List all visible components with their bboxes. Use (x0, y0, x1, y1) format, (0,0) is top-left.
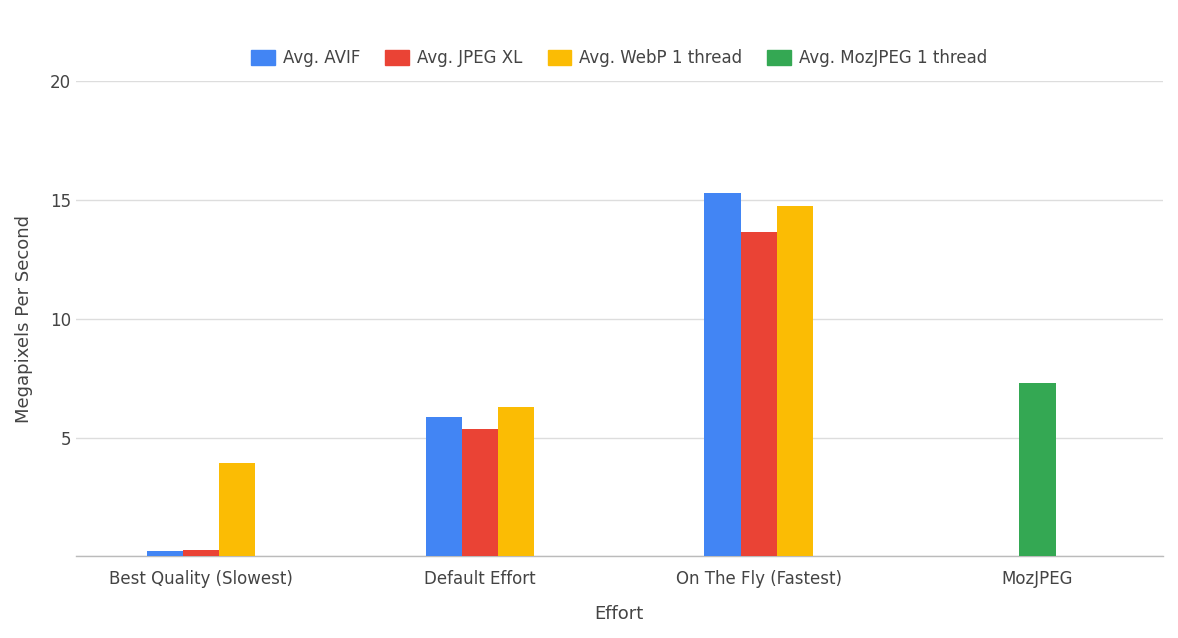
Y-axis label: Megapixels Per Second: Megapixels Per Second (15, 215, 33, 423)
Bar (1019, 383, 1055, 556)
Bar (219, 463, 256, 556)
Bar (147, 551, 183, 556)
Bar (741, 232, 776, 556)
X-axis label: Effort: Effort (595, 605, 644, 623)
Bar (498, 407, 535, 556)
Bar (704, 193, 741, 556)
Bar (425, 417, 462, 556)
Bar (462, 429, 498, 556)
Bar (776, 206, 813, 556)
Legend: Avg. AVIF, Avg. JPEG XL, Avg. WebP 1 thread, Avg. MozJPEG 1 thread: Avg. AVIF, Avg. JPEG XL, Avg. WebP 1 thr… (245, 42, 994, 73)
Bar (183, 550, 219, 556)
